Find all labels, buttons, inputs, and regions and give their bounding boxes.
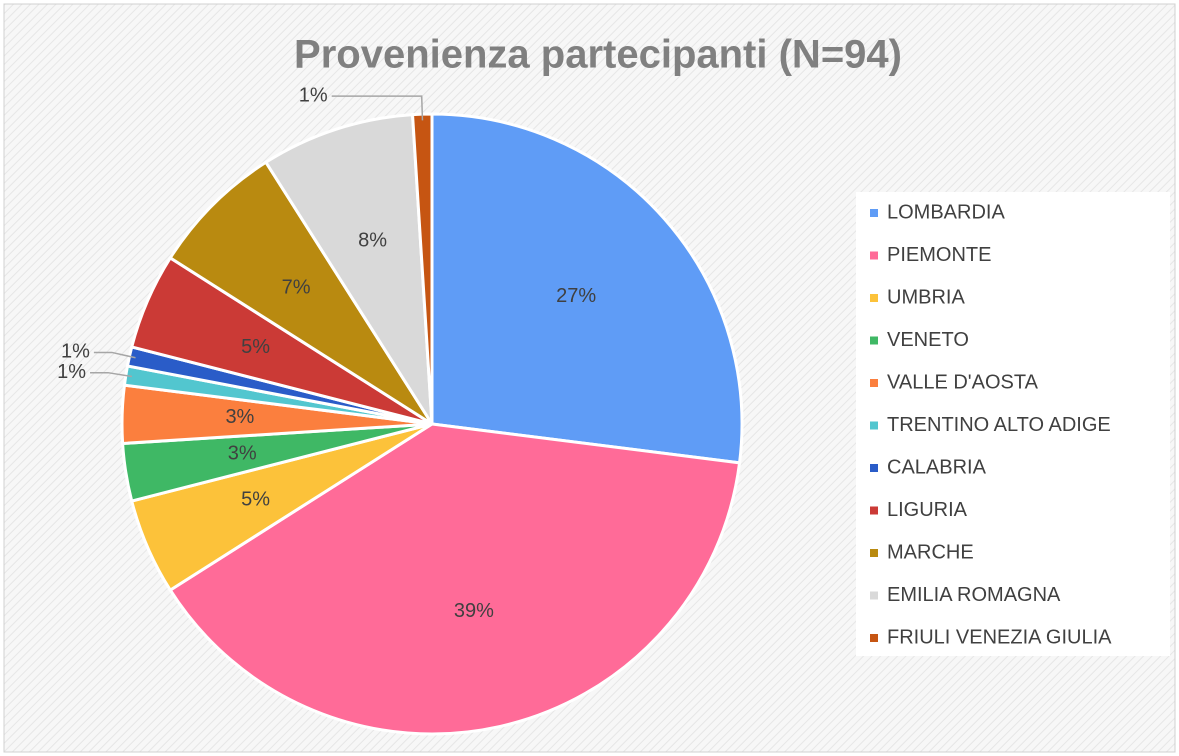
data-label: 1% <box>57 361 86 383</box>
data-label: 7% <box>282 276 311 298</box>
leader-line <box>331 95 424 121</box>
data-label: 5% <box>241 489 270 511</box>
legend-label: EMILIA ROMAGNA <box>887 584 1061 606</box>
pie-slice <box>430 112 744 465</box>
data-label: 8% <box>358 229 387 251</box>
legend-marker <box>870 591 878 600</box>
legend-label: CALABRIA <box>887 456 987 478</box>
data-label: 5% <box>241 336 270 358</box>
chart-title: Provenienza partecipanti (N=94) <box>294 33 902 77</box>
legend-marker <box>870 294 878 302</box>
data-label: 3% <box>225 406 254 428</box>
leader-line <box>90 371 133 378</box>
data-label: 1% <box>61 341 90 363</box>
legend-marker <box>870 549 878 557</box>
data-label: 3% <box>228 442 257 464</box>
data-label: 39% <box>454 600 494 622</box>
legend-label: PIEMONTE <box>887 244 991 266</box>
legend-marker <box>870 421 878 430</box>
legend-marker <box>870 251 878 260</box>
legend-background <box>856 192 1170 656</box>
pie-slice <box>263 113 434 425</box>
legend-marker <box>870 506 878 515</box>
legend-label: TRENTINO ALTO ADIGE <box>887 414 1111 436</box>
legend-label: FRIULI VENEZIA GIULIA <box>887 626 1112 648</box>
leader-line <box>93 351 136 359</box>
legend-label: LOMBARDIA <box>887 201 1005 223</box>
legend-label: LIGURIA <box>887 499 968 521</box>
legend-label: VENETO <box>887 329 969 351</box>
legend-label: MARCHE <box>887 541 974 563</box>
legend-marker <box>870 336 878 345</box>
legend-label: VALLE D'AOSTA <box>887 371 1039 393</box>
legend-marker <box>870 464 878 472</box>
data-label: 27% <box>556 285 596 307</box>
legend-marker <box>870 379 878 387</box>
pie-slice <box>168 160 434 426</box>
legend-label: UMBRIA <box>887 286 965 308</box>
data-label: 1% <box>299 84 328 106</box>
legend-marker <box>870 209 878 217</box>
legend-marker <box>870 634 878 642</box>
